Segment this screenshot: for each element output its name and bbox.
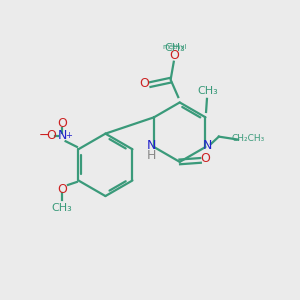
Text: CH₃: CH₃ bbox=[52, 203, 72, 213]
Text: CH₃: CH₃ bbox=[164, 44, 185, 53]
Text: N: N bbox=[57, 129, 67, 142]
Text: O: O bbox=[201, 152, 211, 165]
Text: N: N bbox=[202, 139, 212, 152]
Text: O: O bbox=[169, 49, 179, 62]
Text: N: N bbox=[146, 139, 156, 152]
Text: CH₃: CH₃ bbox=[197, 85, 218, 96]
Text: O: O bbox=[140, 77, 150, 90]
Text: −: − bbox=[38, 129, 49, 142]
Text: +: + bbox=[65, 131, 72, 140]
Text: O: O bbox=[46, 129, 56, 142]
Text: CH₂CH₃: CH₂CH₃ bbox=[231, 134, 264, 142]
Text: O: O bbox=[57, 117, 67, 130]
Text: methyl: methyl bbox=[162, 44, 187, 50]
Text: O: O bbox=[57, 183, 67, 196]
Text: H: H bbox=[146, 149, 156, 162]
